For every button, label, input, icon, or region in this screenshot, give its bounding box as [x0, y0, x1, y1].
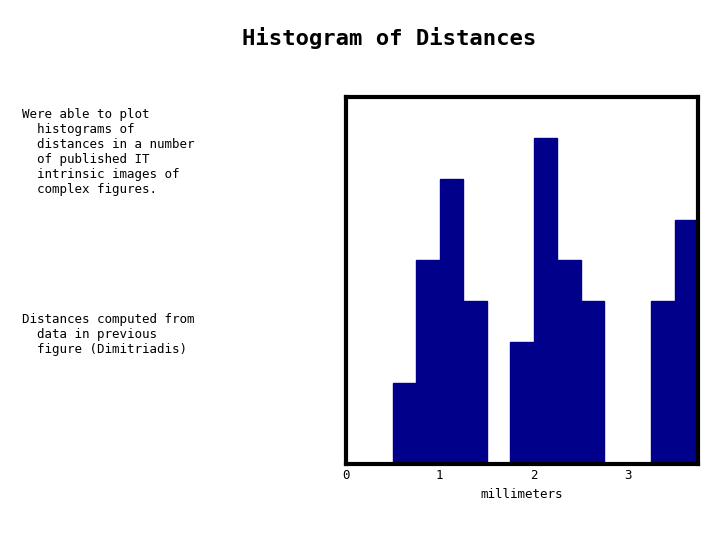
Text: Distances computed from
  data in previous
  figure (Dimitriadis): Distances computed from data in previous…: [22, 313, 194, 356]
Bar: [463, 301, 487, 464]
Text: Histogram of Distances: Histogram of Distances: [242, 27, 536, 49]
Bar: [440, 179, 463, 464]
Bar: [557, 260, 581, 464]
Text: Were able to plot
  histograms of
  distances in a number
  of published IT
  in: Were able to plot histograms of distance…: [22, 108, 194, 196]
Bar: [416, 260, 440, 464]
Bar: [534, 138, 557, 464]
Bar: [510, 342, 534, 464]
Bar: [581, 301, 604, 464]
Bar: [392, 383, 416, 464]
Bar: [652, 301, 675, 464]
X-axis label: millimeters: millimeters: [481, 488, 563, 501]
Bar: [675, 220, 698, 464]
